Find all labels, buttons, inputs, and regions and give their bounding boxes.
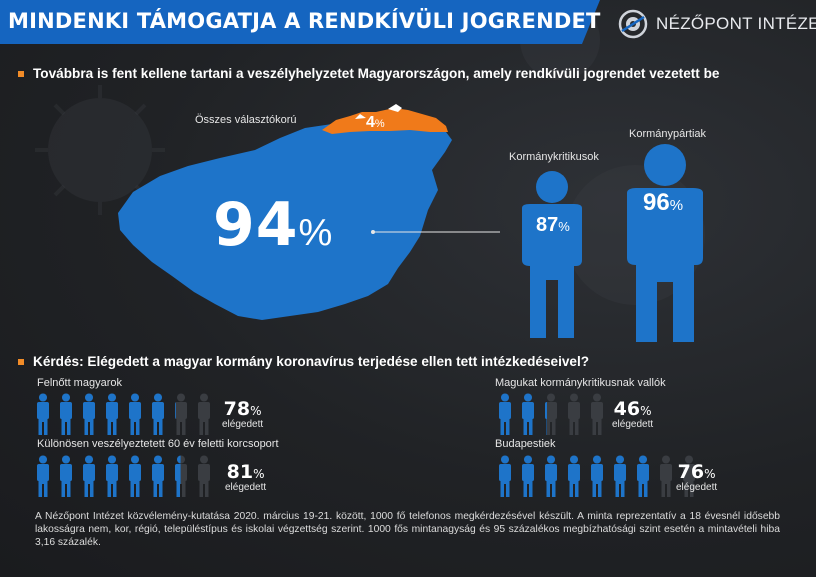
heading-bullet — [18, 71, 24, 77]
group-label-budapest: Budapestiek — [495, 438, 556, 450]
person-icon — [660, 455, 672, 497]
critics-figure-icon — [522, 171, 582, 338]
person-icon — [60, 393, 72, 435]
people-row-budapest — [495, 455, 699, 497]
person-icon — [591, 393, 603, 435]
group-label-critics: Magukat kormánykritikusnak vallók — [495, 377, 666, 389]
group-label-elderly: Különösen veszélyeztetett 60 év feletti … — [37, 438, 279, 450]
supporters-figure-icon — [627, 144, 703, 342]
person-icon — [129, 393, 141, 435]
person-icon — [614, 455, 626, 497]
brand-name: NÉZŐPONT INTÉZET — [656, 14, 816, 33]
person-icon — [545, 393, 557, 435]
person-icon — [591, 455, 603, 497]
brand: NÉZŐPONT INTÉZET — [618, 9, 816, 39]
nezopont-logo-icon — [618, 9, 648, 39]
person-icon — [499, 455, 511, 497]
person-icon — [499, 393, 511, 435]
title-banner — [0, 0, 600, 44]
supporters-label: Kormánypártiak — [629, 128, 707, 140]
person-icon — [83, 393, 95, 435]
map-value: 94% — [213, 190, 333, 260]
map-label: Összes választókorú — [195, 114, 297, 126]
person-icon — [37, 455, 49, 497]
person-icon — [522, 393, 534, 435]
person-icon — [683, 455, 695, 497]
section2-heading: Kérdés: Elégedett a magyar kormány koron… — [33, 354, 590, 369]
group-label-adults: Felnőtt magyarok — [37, 377, 122, 389]
group-value-critics: 46% elégedett — [612, 398, 654, 430]
person-icon — [106, 393, 118, 435]
heading-bullet-2 — [18, 359, 24, 365]
page-title: MINDENKI TÁMOGATJA A RENDKÍVÜLI JOGRENDE… — [8, 9, 601, 33]
person-icon — [152, 455, 164, 497]
person-icon — [198, 393, 210, 435]
people-row-critics — [495, 393, 607, 435]
person-icon — [545, 455, 557, 497]
critics-value: 87% — [536, 214, 570, 236]
group-value-elderly: 81% elégedett — [225, 461, 267, 493]
person-icon — [37, 393, 49, 435]
person-icon — [568, 393, 580, 435]
section1-heading: Továbbra is fent kellene tartani a veszé… — [33, 66, 720, 81]
methodology-footnote: A Nézőpont Intézet közvélemény-kutatása … — [35, 511, 780, 548]
person-icon — [522, 455, 534, 497]
critics-label: Kormánykritikusok — [509, 151, 599, 163]
group-value-adults: 78% elégedett — [222, 398, 264, 430]
person-icon — [60, 455, 72, 497]
person-icon — [106, 455, 118, 497]
person-icon — [175, 455, 187, 497]
other-value: 4% — [366, 114, 385, 131]
group-value-budapest: 76% elégedett — [676, 461, 718, 493]
person-icon — [83, 455, 95, 497]
person-icon — [175, 393, 187, 435]
person-icon — [198, 455, 210, 497]
people-row-elderly — [33, 455, 214, 497]
person-icon — [568, 455, 580, 497]
person-icon — [152, 393, 164, 435]
person-icon — [129, 455, 141, 497]
people-row-adults — [33, 393, 214, 435]
person-icon — [637, 455, 649, 497]
supporters-value: 96% — [643, 189, 684, 216]
